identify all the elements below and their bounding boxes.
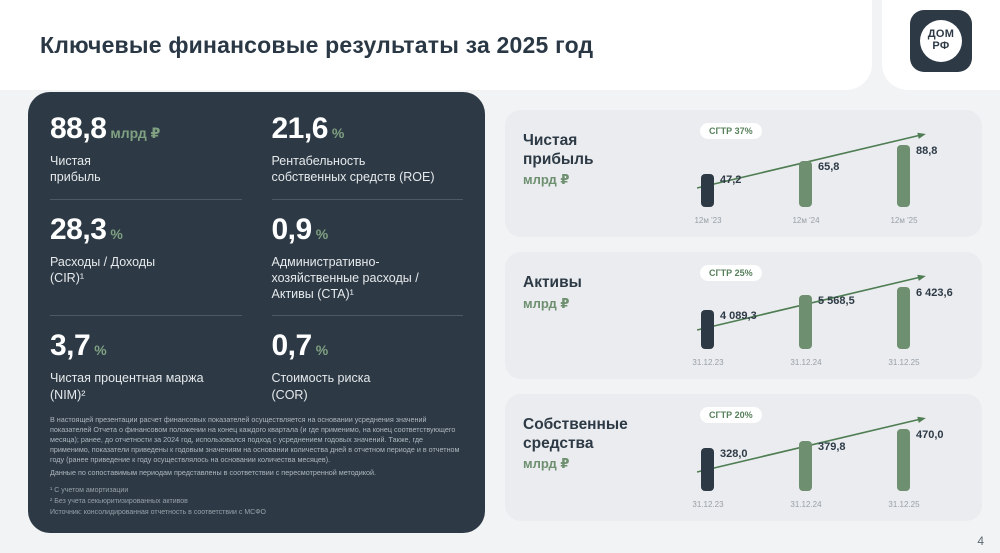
bar-31.12.23	[701, 310, 714, 349]
bar-value-label: 4 089,3	[720, 310, 757, 322]
bar-31.12.25	[897, 429, 910, 491]
chart-title: Чистая прибыль	[523, 132, 594, 168]
kpi-value-line: 0,7%	[272, 329, 464, 363]
kpi-unit: %	[315, 225, 329, 242]
bar-value-label: 470,0	[916, 429, 944, 441]
footnote-1: ¹ С учетом амортизации	[50, 487, 129, 495]
kpi-cta: 0,9% Административно- хозяйственные расх…	[271, 213, 464, 317]
header-card: Ключевые финансовые результаты за 2025 г…	[0, 0, 872, 90]
kpi-unit: %	[331, 125, 345, 141]
chart-panel-assets: Активы млрд ₽ СГТР 25% 4 089,3 31.12.23 5 …	[505, 252, 982, 379]
kpi-label: Чистая прибыль	[50, 154, 101, 185]
kpi-net-profit: 88,8 млрд ₽ Чистая прибыль	[50, 112, 242, 200]
bar-value-label: 88,8	[916, 145, 938, 157]
kpi-roe: 21,6% Рентабельность собственных средств…	[271, 112, 464, 200]
logo-disc: ДОМ РФ	[920, 20, 962, 62]
bar-category-label: 12м '24	[792, 216, 820, 225]
kpi-value-line: 88,8 млрд ₽	[50, 112, 242, 146]
kpi-unit: млрд ₽	[110, 125, 161, 141]
logo-text-bottom: РФ	[932, 40, 950, 52]
chart-title: Собственные средства	[523, 416, 628, 452]
kpi-value: 28,3	[50, 212, 107, 246]
kpi-label: Рентабельность собственных средств (ROE)	[271, 154, 435, 185]
bar-category-label: 31.12.23	[692, 358, 724, 367]
bar-31.12.23	[701, 448, 714, 491]
chart-title: Активы	[523, 274, 582, 291]
source-note: Источник: консолидированная отчетность в…	[50, 509, 266, 517]
page-number: 4	[977, 534, 984, 548]
chart-title-block: Активы млрд ₽	[523, 264, 673, 367]
kpi-unit: %	[94, 342, 107, 359]
bar-12м '24	[799, 161, 812, 207]
kpi-cir: 28,3% Расходы / Доходы (CIR)¹	[50, 213, 242, 317]
bar-category-label: 31.12.23	[692, 500, 724, 509]
page-title: Ключевые финансовые результаты за 2025 г…	[40, 31, 594, 58]
bar-chart-assets: СГТР 25% 4 089,3 31.12.23 5 568,5 31.12.24 6…	[673, 264, 964, 367]
chart-unit: млрд ₽	[523, 295, 570, 311]
chart-unit: млрд ₽	[523, 172, 570, 188]
bar-category-label: 31.12.24	[790, 500, 822, 509]
charts-column: Чистая прибыль млрд ₽ СГТР 37% 47,2 12м '…	[505, 110, 982, 536]
bar-31.12.25	[897, 287, 910, 349]
bar-12м '25	[897, 145, 910, 207]
kpi-value: 0,7	[271, 329, 313, 363]
bar-category-label: 31.12.25	[888, 500, 920, 509]
bar-chart-net-profit: СГТР 37% 47,2 12м '23 65,8 12м '24 88,8 12м '…	[673, 122, 964, 225]
kpi-unit: %	[315, 342, 329, 359]
chart-unit: млрд ₽	[523, 456, 570, 472]
bar-31.12.24	[799, 441, 812, 491]
cagr-badge: СГТР 20%	[700, 407, 762, 423]
logo-card: ДОМ РФ	[882, 0, 1000, 90]
chart-panel-net-profit: Чистая прибыль млрд ₽ СГТР 37% 47,2 12м '…	[505, 110, 982, 237]
bar-category-label: 31.12.25	[888, 358, 920, 367]
kpi-cor: 0,7% Стоимость риска (COR)	[272, 329, 464, 403]
kpi-label: Стоимость риска (COR)	[271, 371, 371, 402]
kpi-value-line: 0,9%	[272, 213, 464, 247]
cagr-badge: СГТР 37%	[700, 123, 762, 139]
logo-text-top: ДОМ	[927, 28, 955, 41]
footnote-2: ² Без учета секьюритизированных активов	[50, 498, 188, 506]
kpi-value: 88,8	[50, 112, 107, 145]
bar-category-label: 12м '23	[694, 216, 722, 225]
kpi-value: 0,9	[271, 212, 313, 246]
header: Ключевые финансовые результаты за 2025 г…	[0, 0, 1000, 90]
bar-value-label: 379,8	[818, 441, 846, 453]
bar-value-label: 328,0	[720, 448, 748, 460]
kpi-value-line: 28,3%	[50, 213, 242, 247]
kpi-value: 3,7	[50, 329, 91, 363]
bar-value-label: 47,2	[720, 174, 742, 186]
kpi-value-line: 3,7%	[50, 329, 242, 363]
kpi-label: Административно- хозяйственные расходы /…	[271, 254, 419, 302]
kpi-label: Расходы / Доходы (CIR)¹	[50, 254, 156, 285]
kpi-value: 21,6	[271, 112, 329, 145]
kpi-nim: 3,7% Чистая процентная маржа (NIM)²	[50, 329, 242, 403]
footnotes: ¹ С учетом амортизации ² Без учета секью…	[50, 486, 463, 519]
kpi-unit: %	[110, 225, 123, 242]
bar-chart-equity: СГТР 20% 328,0 31.12.23 379,8 31.12.24 470,0…	[673, 406, 964, 509]
chart-title-block: Собственные средства млрд ₽	[523, 406, 673, 509]
disclaimer-paragraph: В настоящей презентации расчет финансовы…	[50, 414, 460, 464]
bar-value-label: 65,8	[818, 161, 840, 173]
company-logo-icon: ДОМ РФ	[910, 10, 972, 72]
kpi-panel: 88,8 млрд ₽ Чистая прибыль 21,6% Рентабел…	[28, 92, 485, 533]
bar-value-label: 5 568,5	[818, 295, 855, 307]
bar-12м '23	[701, 174, 714, 207]
bar-value-label: 6 423,6	[916, 287, 953, 299]
bar-31.12.24	[799, 295, 812, 349]
chart-panel-equity: Собственные средства млрд ₽ СГТР 20% 328…	[505, 394, 982, 521]
bar-category-label: 31.12.24	[790, 358, 822, 367]
kpi-label: Чистая процентная маржа (NIM)²	[50, 371, 204, 402]
disclaimer-paragraph-2: Данные по сопоставимым периодам представ…	[50, 468, 376, 478]
cagr-badge: СГТР 25%	[700, 265, 762, 281]
chart-title-block: Чистая прибыль млрд ₽	[523, 122, 673, 225]
bar-category-label: 12м '25	[890, 216, 918, 225]
kpi-value-line: 21,6%	[272, 112, 464, 146]
kpi-grid: 88,8 млрд ₽ Чистая прибыль 21,6% Рентабел…	[50, 112, 463, 415]
